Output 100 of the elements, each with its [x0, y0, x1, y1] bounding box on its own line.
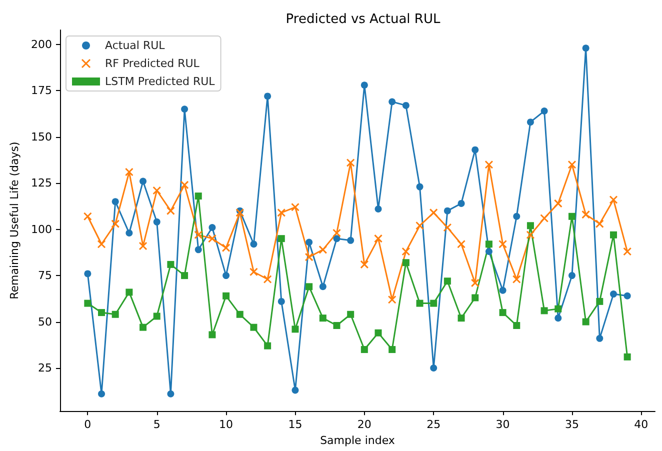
- point: [166, 206, 175, 216]
- point: [84, 300, 92, 307]
- point: [153, 218, 160, 226]
- point: [540, 214, 549, 222]
- point: [140, 178, 147, 185]
- point: [610, 231, 617, 238]
- point: [318, 245, 328, 254]
- point: [167, 390, 174, 398]
- point: [306, 283, 313, 290]
- point: [124, 168, 134, 176]
- point: [250, 324, 258, 331]
- point: [388, 346, 396, 354]
- x-tick-label: 25: [426, 418, 441, 432]
- point: [181, 106, 188, 113]
- point: [112, 310, 119, 318]
- point: [292, 386, 299, 394]
- point: [499, 309, 506, 316]
- point: [554, 314, 562, 322]
- point: [194, 246, 202, 254]
- point: [595, 220, 604, 228]
- point: [430, 364, 438, 372]
- point: [526, 118, 534, 126]
- point: [333, 235, 340, 242]
- point: [472, 294, 479, 302]
- point: [264, 342, 272, 350]
- point: [582, 318, 590, 326]
- point: [554, 305, 562, 312]
- point: [568, 160, 576, 169]
- point: [347, 310, 354, 318]
- point: [97, 240, 106, 248]
- point: [526, 222, 534, 230]
- point: [304, 252, 314, 262]
- point: [402, 247, 410, 256]
- point: [470, 278, 480, 288]
- point: [278, 235, 285, 242]
- point: [526, 230, 535, 240]
- point: [430, 300, 438, 307]
- point: [623, 247, 632, 256]
- point: [374, 205, 382, 212]
- x-tick-label: 20: [357, 418, 372, 432]
- point: [610, 290, 617, 298]
- point: [153, 312, 160, 320]
- chart-title: Predicted vs Actual RUL: [286, 12, 441, 27]
- point: [402, 102, 410, 109]
- point: [112, 198, 119, 206]
- point: [83, 212, 92, 221]
- point: [208, 234, 216, 243]
- point: [596, 298, 604, 305]
- point: [126, 230, 133, 237]
- point: [458, 314, 465, 322]
- point: [582, 44, 590, 52]
- point: [208, 331, 216, 338]
- point: [98, 390, 106, 398]
- point: [582, 210, 590, 219]
- point: [98, 309, 106, 316]
- point: [292, 326, 299, 333]
- point: [222, 244, 230, 252]
- point: [222, 272, 230, 280]
- point: [540, 107, 548, 114]
- point: [180, 180, 189, 190]
- y-tick-label: 150: [31, 130, 52, 144]
- point: [540, 307, 548, 314]
- point: [360, 82, 368, 89]
- point: [332, 228, 341, 238]
- point: [374, 234, 383, 243]
- point: [513, 322, 520, 329]
- y-tick-label: 125: [31, 176, 52, 190]
- point: [236, 310, 244, 318]
- x-tick-label: 5: [153, 418, 160, 432]
- point: [402, 259, 410, 266]
- point: [140, 324, 147, 331]
- legend-label: LSTM Predicted RUL: [105, 75, 216, 88]
- point: [444, 207, 451, 214]
- x-tick-label: 40: [634, 418, 648, 432]
- x-tick-label: 15: [288, 418, 302, 432]
- point: [472, 146, 479, 154]
- point: [457, 240, 466, 248]
- point: [484, 160, 494, 169]
- point: [249, 268, 258, 276]
- point: [416, 300, 424, 307]
- point: [554, 199, 562, 208]
- point: [263, 275, 272, 284]
- point: [374, 329, 382, 336]
- point: [250, 240, 258, 248]
- x-tick-label: 30: [496, 418, 510, 432]
- point: [568, 272, 576, 280]
- y-tick-label: 50: [38, 315, 52, 328]
- point: [222, 292, 230, 300]
- point: [194, 230, 203, 240]
- point: [512, 275, 521, 284]
- point: [84, 270, 92, 278]
- point: [360, 260, 369, 269]
- x-tick-label: 0: [84, 418, 92, 432]
- point: [138, 242, 148, 250]
- point: [429, 208, 438, 217]
- x-axis-title: Sample index: [320, 434, 396, 447]
- y-tick-label: 200: [31, 38, 52, 51]
- point: [333, 322, 340, 329]
- point: [319, 283, 326, 290]
- point: [416, 183, 424, 190]
